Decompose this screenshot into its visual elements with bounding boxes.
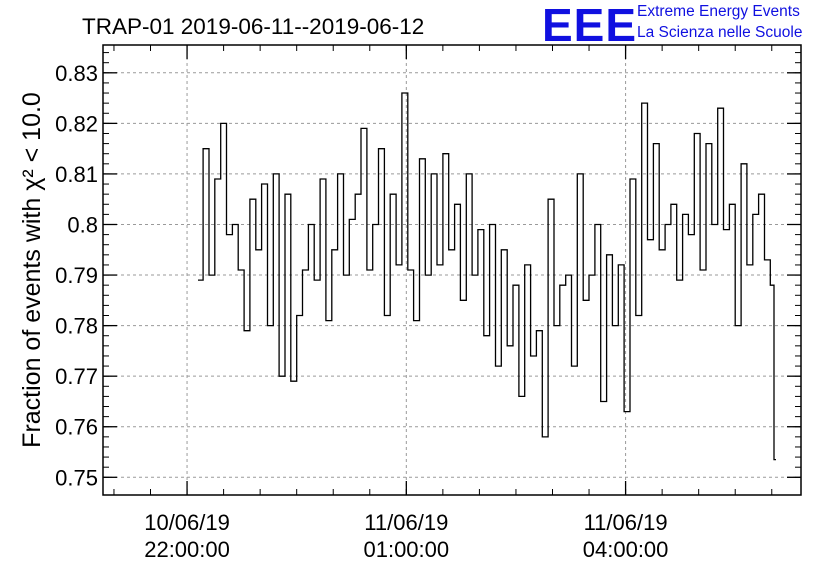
x-tick-label-time: 22:00:00 <box>144 537 230 562</box>
x-tick-label-time: 04:00:00 <box>583 537 669 562</box>
grid-lines <box>103 45 801 495</box>
y-tick-label: 0.81 <box>55 162 98 187</box>
y-tick-labels: 0.75 0.76 0.77 0.78 0.79 0.8 0.81 0.82 0.83 <box>55 61 98 490</box>
y-tick-label: 0.77 <box>55 364 98 389</box>
y-tick-label: 0.79 <box>55 263 98 288</box>
y-axis-label: Fraction of events with χ² < 10.0 <box>18 92 46 448</box>
y-tick-label: 0.75 <box>55 465 98 490</box>
x-tick-label-time: 01:00:00 <box>363 537 449 562</box>
x-tick-label-date: 10/06/19 <box>144 510 230 535</box>
y-tick-label: 0.83 <box>55 61 98 86</box>
axis-ticks <box>103 45 801 495</box>
y-tick-label: 0.78 <box>55 314 98 339</box>
series-line <box>198 92 776 461</box>
x-tick-label-date: 11/06/19 <box>364 510 448 535</box>
y-tick-label: 0.76 <box>55 415 98 440</box>
eee-logo-mark: EEE <box>542 0 638 51</box>
y-tick-label: 0.82 <box>55 111 98 136</box>
y-tick-label: 0.8 <box>67 212 98 237</box>
logo-line-2: La Scienza nelle Scuole <box>637 24 803 41</box>
x-tick-label-date: 11/06/19 <box>584 510 668 535</box>
x-tick-labels: 10/06/1922:00:0011/06/1901:00:0011/06/19… <box>144 510 668 562</box>
logo-line-1: Extreme Energy Events <box>637 3 800 20</box>
plot-frame <box>102 44 802 496</box>
chart-title: TRAP-01 2019-06-11--2019-06-12 <box>82 14 424 39</box>
